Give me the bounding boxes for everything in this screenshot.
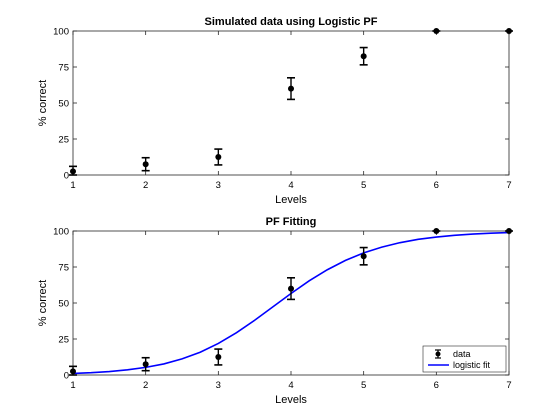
x-tick-label: 1 xyxy=(70,180,75,191)
x-tick-label: 6 xyxy=(434,380,439,391)
x-tick-label: 3 xyxy=(216,180,221,191)
x-tick-label: 5 xyxy=(361,180,366,191)
data-point xyxy=(142,161,149,168)
x-axis-label: Levels xyxy=(275,194,307,206)
y-tick-label: 25 xyxy=(58,135,69,146)
legend-swatch-marker xyxy=(435,351,441,357)
data-point xyxy=(142,361,149,368)
chart-title: PF Fitting xyxy=(266,216,317,228)
y-axis-label: % correct xyxy=(37,280,49,326)
data-point xyxy=(433,228,440,234)
data-point xyxy=(506,28,512,34)
data-point xyxy=(360,53,367,60)
plot-area xyxy=(69,228,513,376)
data-point xyxy=(70,368,76,375)
x-tick-label: 6 xyxy=(434,180,439,191)
x-tick-label: 4 xyxy=(288,180,293,191)
data-point xyxy=(215,354,222,360)
data-point xyxy=(215,154,222,160)
x-tick-label: 2 xyxy=(143,180,148,191)
y-tick-label: 100 xyxy=(53,27,69,38)
data-point xyxy=(70,168,76,175)
x-tick-label: 1 xyxy=(70,380,75,391)
data-point xyxy=(288,285,294,292)
legend-label: logistic fit xyxy=(453,360,491,370)
data-point xyxy=(433,28,440,34)
y-tick-label: 25 xyxy=(58,335,69,346)
chart-1: 1 2 3 4 5 6 7 0 25 50 75 100 Simulated data using Lo… xyxy=(37,16,513,206)
x-tick-label: 2 xyxy=(143,380,148,391)
y-tick-label: 75 xyxy=(58,63,69,74)
y-tick-label: 0 xyxy=(64,171,69,182)
axes-box xyxy=(72,30,510,176)
plot-area xyxy=(69,28,513,176)
x-tick-label: 3 xyxy=(216,380,221,391)
x-tick-label: 7 xyxy=(506,180,511,191)
data-point xyxy=(288,85,294,92)
y-axis-label: % correct xyxy=(37,80,49,126)
x-tick-label: 4 xyxy=(288,380,293,391)
data-point xyxy=(506,228,512,234)
chart-title: Simulated data using Logistic PF xyxy=(205,16,378,28)
y-tick-label: 50 xyxy=(58,99,69,110)
y-tick-label: 75 xyxy=(58,263,69,274)
chart-2: 1 2 3 4 5 6 7 0 25 50 75 100 PF Fitting Levels % corre… xyxy=(37,216,513,406)
y-tick-label: 100 xyxy=(53,227,69,238)
y-tick-label: 0 xyxy=(64,371,69,382)
x-tick-label: 5 xyxy=(361,380,366,391)
x-axis-label: Levels xyxy=(275,394,307,406)
y-tick-label: 50 xyxy=(58,299,69,310)
data-point xyxy=(360,253,367,260)
legend-label: data xyxy=(453,349,471,359)
x-tick-label: 7 xyxy=(506,380,511,391)
